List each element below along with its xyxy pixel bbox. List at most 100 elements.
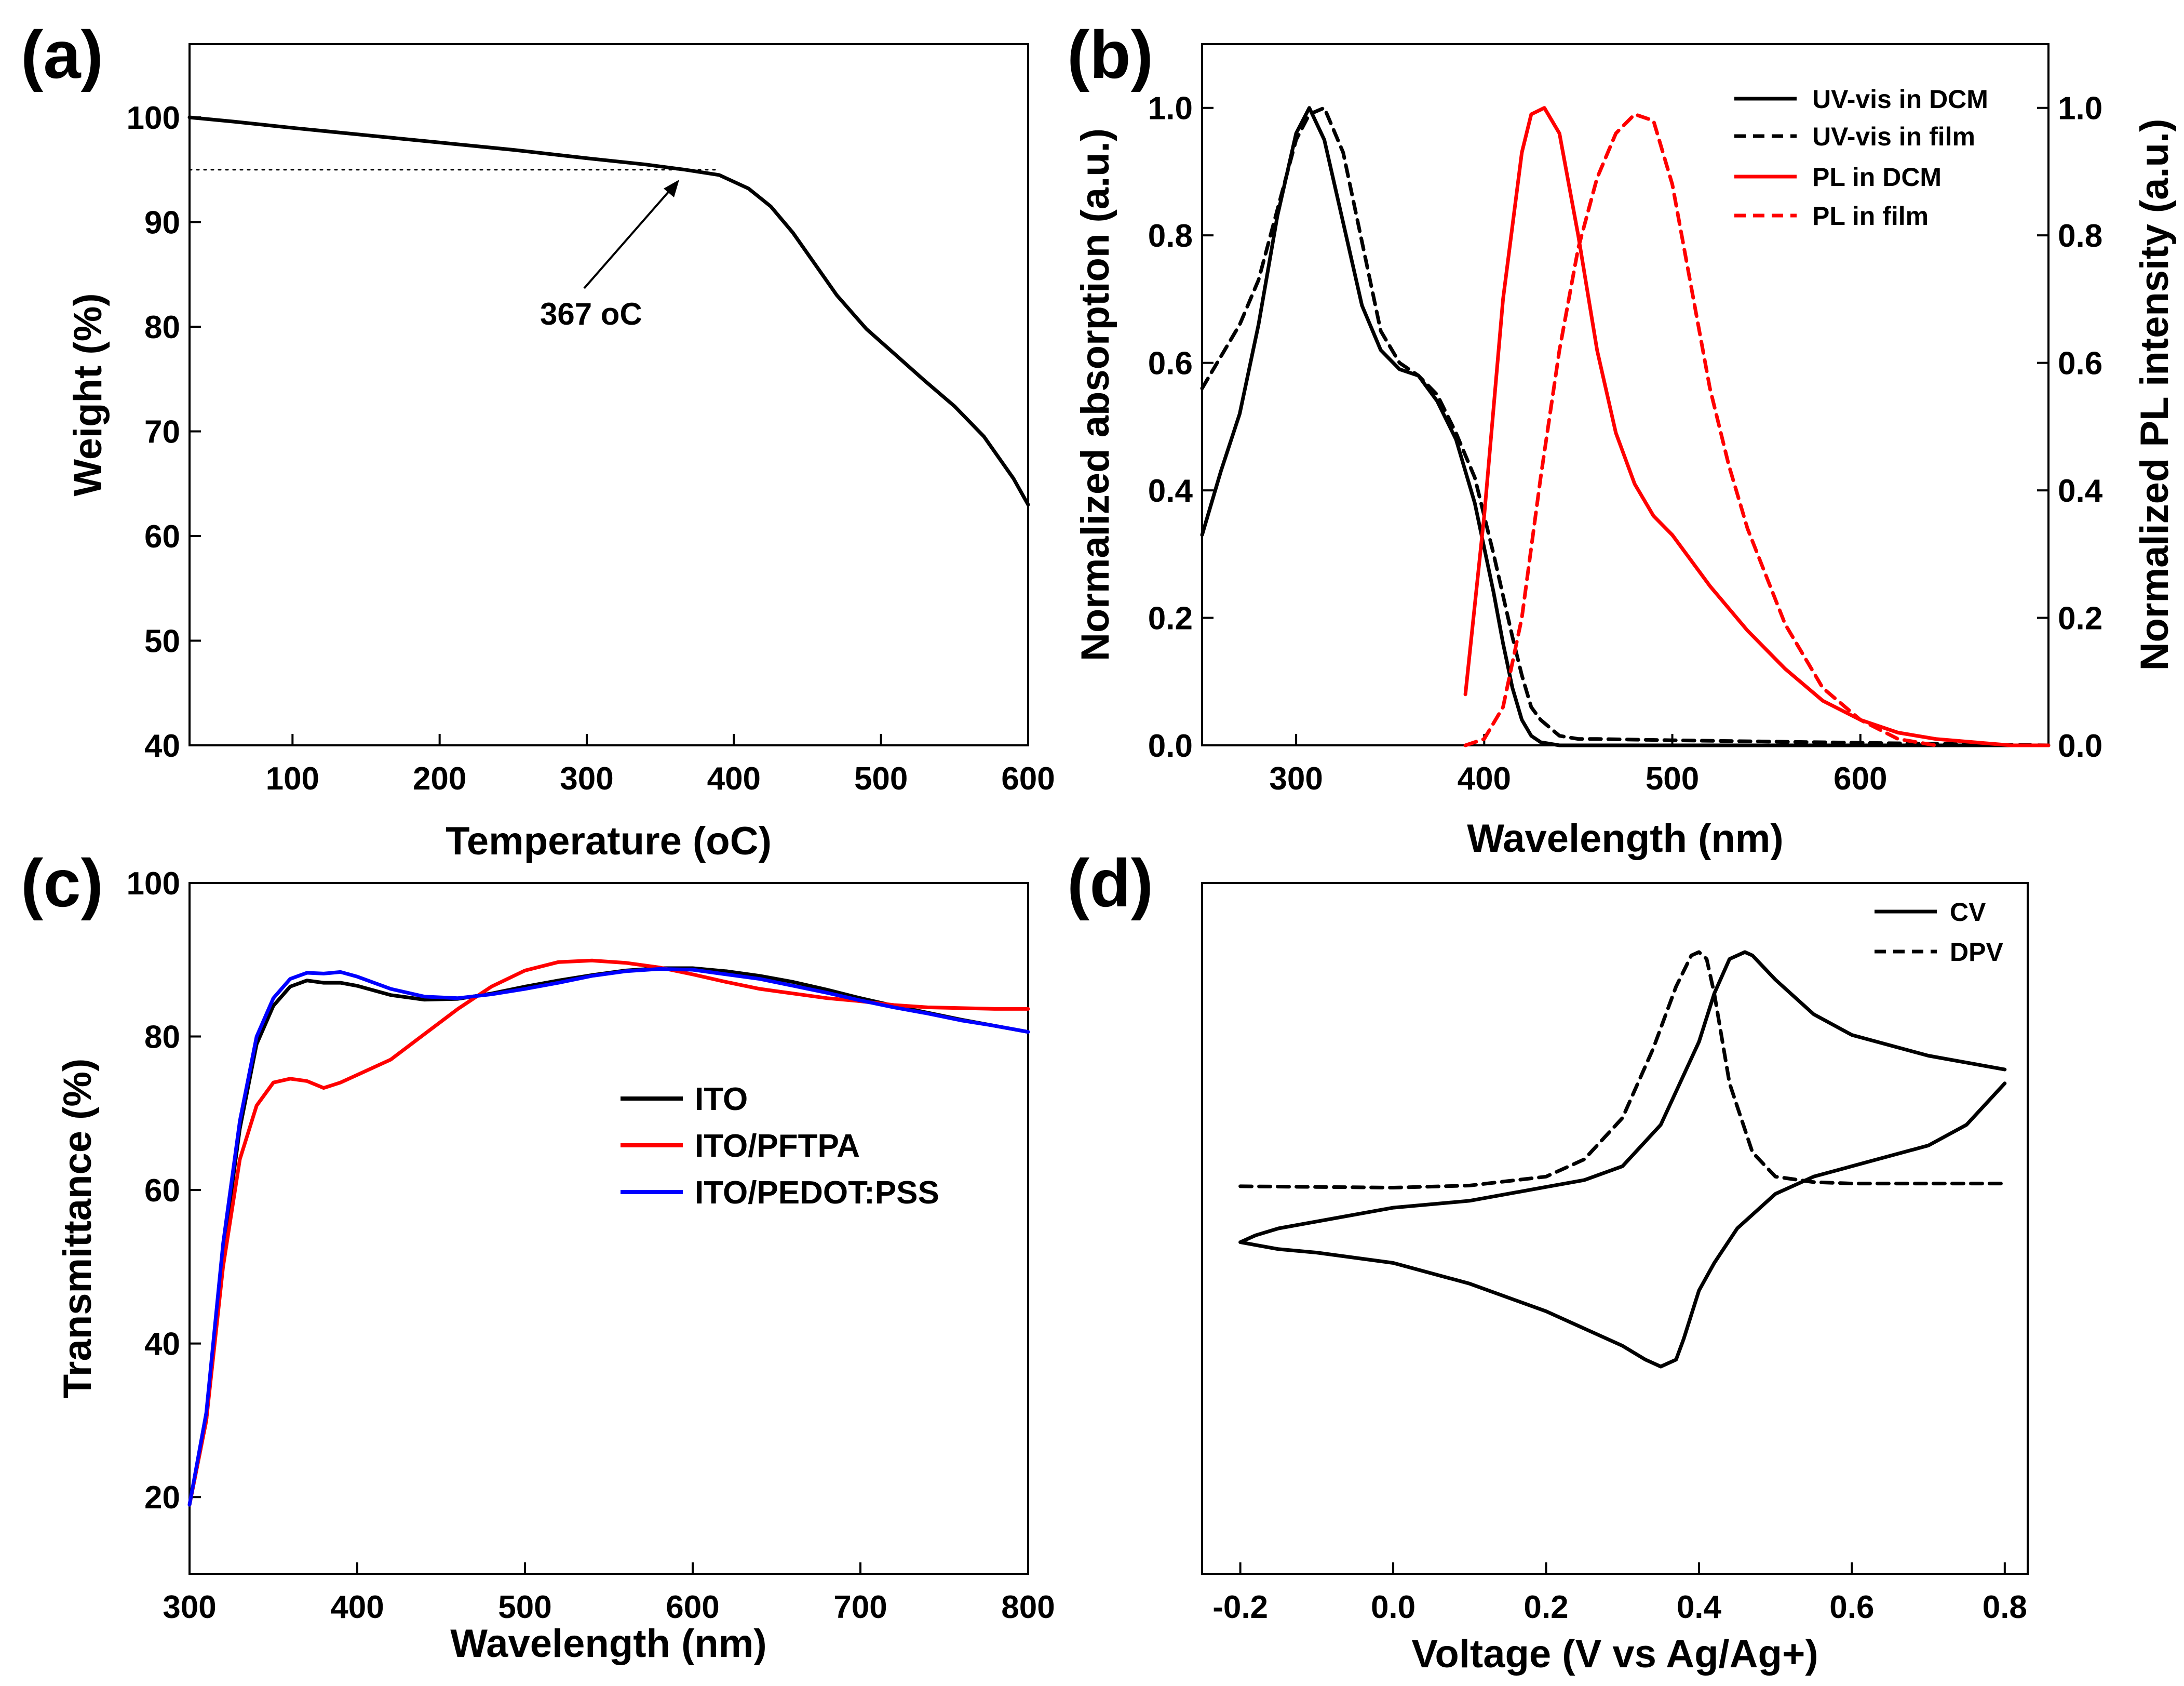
series-line-ito [187, 966, 1030, 1507]
panel-b-xlabel: Wavelength (nm) [1467, 817, 1783, 861]
panel-d: (d) -0.2 0.0 0.2 0.4 0.6 0.8 CV DPV Voltage (… [1067, 845, 2029, 1676]
legend-label-ito-pedot: ITO/PEDOT:PSS [695, 1175, 939, 1211]
y-tick-label: 80 [144, 310, 180, 345]
y-tick-label-right: 1.0 [2058, 91, 2102, 127]
legend-label-ito: ITO [695, 1081, 748, 1117]
x-tick-label: 500 [854, 761, 908, 797]
y-tick-label-right: 0.0 [2058, 728, 2102, 764]
y-tick-label: 100 [127, 100, 180, 136]
x-tick-label: 600 [1834, 761, 1887, 797]
x-tick-label: 0.0 [1371, 1589, 1415, 1625]
annotation-arrow [583, 183, 676, 289]
y-tick-label: 40 [144, 728, 180, 764]
y-tick-label: 60 [144, 1173, 180, 1209]
x-tick-label: 300 [163, 1589, 216, 1625]
panel-b-x-ticks: 300 400 500 600 [1269, 734, 1888, 797]
panel-b-y-ticks: 0.0 0.2 0.4 0.6 0.8 1.0 [1148, 91, 1214, 764]
panel-a-frame [188, 43, 1029, 746]
panel-a-y-ticks: 40 50 60 70 80 90 100 [127, 100, 201, 764]
y-tick-label: 80 [144, 1020, 180, 1055]
panel-d-frame [1201, 882, 2029, 1575]
panel-b-ylabel: Normalized absorption (a.u.) [1073, 128, 1117, 661]
x-tick-label: 400 [1458, 761, 1511, 797]
x-tick-label: 700 [833, 1589, 887, 1625]
series-line-tga [187, 115, 1030, 507]
y-tick-label-right: 0.4 [2058, 473, 2103, 509]
y-tick-label-right: 0.8 [2058, 218, 2102, 254]
annotation-arrowhead [664, 180, 679, 197]
x-tick-label: 0.6 [1829, 1589, 1874, 1625]
panel-a-series [187, 115, 1030, 507]
panel-b-legend: UV-vis in DCM UV-vis in film PL in DCM P… [1734, 85, 1988, 231]
x-tick-label: 800 [1001, 1589, 1055, 1625]
y-tick-label: 90 [144, 205, 180, 241]
y-tick-label: 50 [144, 624, 180, 660]
x-tick-label: 0.4 [1677, 1589, 1722, 1625]
y-tick-label: 0.0 [1148, 728, 1193, 764]
series-line-uv-vis-in-film [1200, 106, 2051, 747]
x-tick-label: 300 [1269, 761, 1323, 797]
x-tick-label: 200 [413, 761, 466, 797]
panel-b-ylabel-right: Normalized PL intensity (a.u.) [2133, 119, 2177, 671]
panel-b: (b) 300 400 500 600 0.00.20.40.60.81.0 0.00… [1067, 17, 2177, 861]
series-line-cv [1238, 950, 2007, 1369]
x-tick-label: 300 [560, 761, 613, 797]
panel-c-series [187, 958, 1030, 1507]
y-tick-label: 1.0 [1148, 91, 1193, 127]
panel-a-label: (a) [21, 17, 103, 92]
y-tick-label: 40 [144, 1327, 180, 1362]
y-tick-label: 0.4 [1148, 473, 1193, 509]
series-line-pl-in-film [1463, 112, 1938, 747]
panel-a-ylabel: Weight (%) [66, 293, 110, 496]
annotation-text: 367 oC [540, 297, 642, 331]
y-tick-label: 0.2 [1148, 601, 1193, 637]
x-tick-label: 600 [666, 1589, 719, 1625]
x-tick-label: -0.2 [1212, 1589, 1268, 1625]
legend-label-pl-film: PL in film [1812, 202, 1929, 231]
series-line-dpv [1238, 950, 2007, 1189]
y-tick-label: 70 [144, 414, 180, 450]
panel-b-y-ticks-right: 0.0 0.2 0.4 0.6 0.8 1.0 [2037, 91, 2103, 764]
y-tick-label-right: 0.6 [2058, 346, 2102, 382]
y-tick-label: 20 [144, 1480, 180, 1516]
y-tick-label: 100 [127, 866, 180, 902]
x-tick-label: 600 [1001, 761, 1055, 797]
panel-d-label: (d) [1067, 845, 1153, 921]
legend-label-dpv: DPV [1950, 938, 2003, 967]
legend-label-ito-pftpa: ITO/PFTPA [695, 1128, 860, 1164]
panel-c-legend: ITO ITO/PFTPA ITO/PEDOT:PSS [621, 1081, 939, 1211]
y-tick-label-right: 0.2 [2058, 601, 2102, 637]
panel-d-series [1238, 950, 2007, 1369]
legend-label-uvvis-film: UV-vis in film [1812, 122, 1975, 151]
y-tick-label: 0.8 [1148, 218, 1193, 254]
panel-a-xlabel: Temperature (oC) [446, 819, 772, 863]
y-tick-label: 0.6 [1148, 346, 1193, 382]
panel-c-ylabel: Transmittance (%) [56, 1059, 100, 1399]
panel-a-x-ticks: 100 200 300 400 500 600 [266, 734, 1055, 797]
panel-c-y-ticks: 20 40 60 80 100 [127, 866, 201, 1516]
panel-d-xlabel: Voltage (V vs Ag/Ag+) [1411, 1632, 1818, 1676]
x-tick-label: 0.2 [1524, 1589, 1568, 1625]
annotation-367: 367 oC [540, 297, 642, 331]
panel-a: (a) 100 200 300 400 500 600 40 50 60 70 80 90 100 3… [21, 17, 1055, 863]
x-tick-label: 100 [266, 761, 319, 797]
panel-d-legend: CV DPV [1875, 898, 2003, 967]
panel-c-xlabel: Wavelength (nm) [450, 1622, 766, 1666]
panel-b-series [1200, 106, 2051, 747]
series-line-ito-pftpa [187, 958, 1030, 1507]
y-tick-label: 60 [144, 519, 180, 555]
legend-label-cv: CV [1950, 898, 1986, 927]
panel-c-label: (c) [21, 845, 103, 921]
series-line-ito-pedot-pss [187, 967, 1030, 1507]
legend-label-pl-dcm: PL in DCM [1812, 163, 1942, 192]
x-tick-label: 0.8 [1983, 1589, 2027, 1625]
panel-c-frame [188, 882, 1029, 1575]
series-line-pl-in-dcm [1463, 106, 2051, 747]
x-tick-label: 400 [330, 1589, 384, 1625]
panel-b-label: (b) [1067, 17, 1153, 92]
panel-c: (c) 300 400 500 600 700 800 20 40 60 80 100 ITO I… [21, 845, 1055, 1666]
panel-c-x-ticks: 300 400 500 600 700 800 [163, 1562, 1055, 1625]
x-tick-label: 500 [498, 1589, 551, 1625]
legend-label-uvvis-dcm: UV-vis in DCM [1812, 85, 1988, 114]
